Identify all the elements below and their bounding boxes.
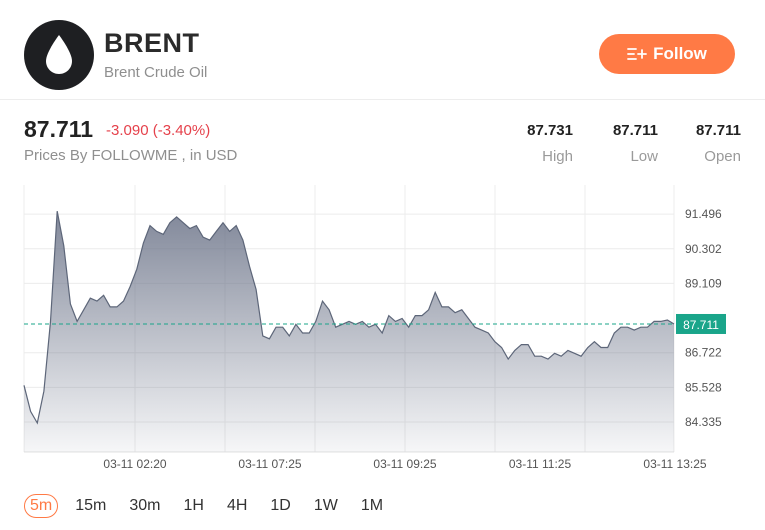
follow-label: Follow <box>653 44 707 63</box>
price-source: Prices By FOLLOWME , in USD <box>24 147 238 164</box>
stat-high-label: High <box>542 148 573 165</box>
current-price: 87.711 <box>24 116 94 142</box>
stat-low-value: 87.711 <box>612 122 658 139</box>
stat-high: 87.731 High <box>527 122 573 165</box>
price-area-fill <box>24 211 674 452</box>
timeframe-selector: 5m 15m 30m 1H 4H 1D 1W 1M <box>24 494 400 518</box>
y-tick-label: 89.109 <box>685 276 722 290</box>
instrument-header: BRENT Brent Crude Oil Follow <box>24 20 741 90</box>
current-price-tag <box>676 313 726 334</box>
follow-button[interactable]: Follow <box>599 34 735 74</box>
stat-open: 87.711 Open <box>696 122 741 165</box>
x-tick-label: 03-11 11:25 <box>509 457 572 471</box>
y-tick-label: 90.302 <box>685 242 722 256</box>
price-change: -3.090 (-3.40%) <box>106 122 211 139</box>
header-divider <box>0 99 765 100</box>
timeframe-15m[interactable]: 15m <box>75 497 107 514</box>
timeframe-30m[interactable]: 30m <box>129 497 161 514</box>
price-chart[interactable]: 87.711 91.496 90.302 89.109 86.722 85.528 84.3… <box>0 180 765 480</box>
stat-high-value: 87.731 <box>527 122 573 139</box>
instrument-symbol: BRENT <box>104 28 200 58</box>
y-tick-label: 84.335 <box>685 415 722 429</box>
stat-low: 87.711 Low <box>613 122 658 165</box>
price-line <box>23 210 675 425</box>
y-tick-label: 91.496 <box>685 207 722 221</box>
instrument-avatar <box>24 20 94 90</box>
timeframe-1w[interactable]: 1W <box>313 497 338 514</box>
x-tick-label: 03-11 07:25 <box>238 457 301 471</box>
add-list-icon <box>627 48 647 60</box>
timeframe-4h[interactable]: 4H <box>226 497 248 514</box>
y-tick-label: 85.528 <box>685 380 722 394</box>
x-tick-label: 03-11 13:25 <box>643 457 706 471</box>
timeframe-1d[interactable]: 1D <box>270 497 291 514</box>
timeframe-1h[interactable]: 1H <box>183 497 204 514</box>
x-tick-label: 03-11 09:25 <box>373 457 436 471</box>
stat-open-value: 87.711 <box>695 122 741 139</box>
current-price-label: 87.711 <box>683 318 719 332</box>
stat-open-label: Open <box>704 148 741 165</box>
instrument-name: Brent Crude Oil <box>104 64 208 81</box>
timeframe-5m[interactable]: 5m <box>24 494 59 518</box>
y-tick-label: 86.722 <box>685 346 722 360</box>
x-tick-label: 03-11 02:20 <box>103 457 166 471</box>
stat-low-label: Low <box>630 148 658 165</box>
timeframe-1m[interactable]: 1M <box>360 497 384 514</box>
oil-drop-icon <box>46 35 72 74</box>
